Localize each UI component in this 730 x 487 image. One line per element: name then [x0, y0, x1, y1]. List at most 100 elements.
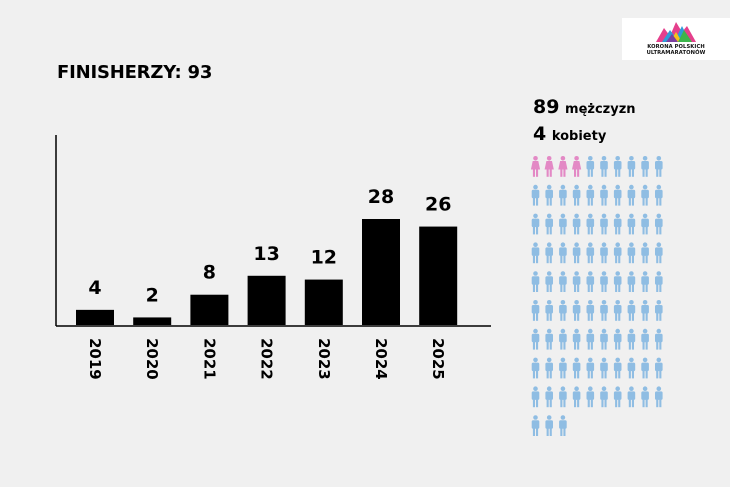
man-icon — [600, 300, 608, 321]
man-icon — [613, 271, 622, 292]
man-icon — [531, 415, 540, 436]
man-icon — [586, 328, 595, 350]
man-icon — [600, 156, 608, 177]
x-tick-label-2021: 2021 — [200, 338, 218, 380]
man-icon — [531, 213, 540, 235]
man-icon — [572, 357, 581, 379]
man-icon — [655, 156, 663, 177]
man-icon — [531, 386, 540, 408]
man-icon — [545, 271, 553, 292]
data-label-2022: 13 — [253, 243, 279, 265]
woman-icon — [530, 156, 541, 177]
man-icon — [545, 357, 553, 379]
man-icon — [641, 300, 649, 321]
man-icon — [559, 300, 567, 321]
man-icon — [627, 328, 636, 350]
man-icon — [531, 184, 540, 206]
man-icon — [641, 271, 649, 292]
data-label-2019: 4 — [88, 277, 101, 299]
man-icon — [600, 242, 608, 264]
woman-icon — [544, 156, 554, 177]
man-icon — [545, 328, 553, 350]
x-tick-label-2025: 2025 — [429, 338, 447, 380]
man-icon — [559, 213, 567, 235]
man-icon — [572, 328, 581, 350]
data-label-2024: 28 — [368, 186, 394, 208]
man-icon — [545, 300, 553, 321]
man-icon — [531, 357, 540, 379]
man-icon — [545, 184, 553, 206]
bar-2024 — [362, 219, 400, 325]
man-icon — [627, 184, 636, 206]
man-icon — [586, 271, 595, 292]
data-label-2025: 26 — [425, 194, 451, 216]
men-label: mężczyzn — [565, 102, 636, 117]
man-icon — [531, 242, 540, 264]
data-label-2020: 2 — [146, 284, 159, 306]
man-icon — [613, 300, 622, 321]
man-icon — [545, 242, 553, 264]
man-icon — [531, 328, 540, 350]
man-icon — [572, 213, 581, 235]
man-icon — [641, 242, 649, 264]
man-icon — [586, 242, 595, 264]
women-count-stat: 4 kobiety — [533, 123, 606, 145]
man-icon — [655, 386, 663, 408]
man-icon — [600, 386, 608, 408]
men-count-stat: 89 mężczyzn — [533, 96, 636, 118]
logo-text-line2: ULTRAMARATONÓW — [646, 50, 706, 56]
x-tick-label-2022: 2022 — [258, 338, 276, 380]
man-icon — [641, 213, 649, 235]
bar-2023 — [304, 279, 343, 325]
man-icon — [586, 156, 595, 177]
man-icon — [655, 184, 663, 206]
bar-2022 — [247, 275, 286, 325]
man-icon — [559, 242, 567, 264]
men-count: 89 — [533, 96, 560, 118]
man-icon — [613, 357, 622, 379]
women-label: kobiety — [551, 129, 607, 144]
man-icon — [641, 156, 649, 177]
man-icon — [641, 357, 649, 379]
man-icon — [545, 213, 553, 235]
bar-2019 — [76, 309, 114, 325]
x-tick-label-2023: 2023 — [315, 338, 333, 380]
woman-icon — [572, 156, 582, 177]
man-icon — [572, 184, 581, 206]
man-icon — [627, 242, 636, 264]
man-icon — [559, 184, 567, 206]
man-icon — [586, 300, 595, 321]
man-icon — [613, 386, 622, 408]
man-icon — [627, 300, 636, 321]
bar-2020 — [133, 317, 172, 325]
man-icon — [600, 357, 608, 379]
man-icon — [600, 271, 608, 292]
man-icon — [641, 328, 649, 350]
man-icon — [545, 415, 553, 436]
man-icon — [600, 328, 608, 350]
man-icon — [613, 156, 622, 177]
man-icon — [600, 213, 608, 235]
man-icon — [559, 357, 567, 379]
man-icon — [572, 271, 581, 292]
x-tick-label-2020: 2020 — [143, 338, 161, 380]
man-icon — [586, 386, 595, 408]
man-icon — [559, 415, 567, 436]
man-icon — [559, 328, 567, 350]
man-icon — [655, 271, 663, 292]
logo: KORONA POLSKICH ULTRAMARATONÓW — [622, 18, 730, 60]
man-icon — [586, 213, 595, 235]
man-icon — [613, 242, 622, 264]
logo-text-line1: KORONA POLSKICH — [647, 44, 705, 50]
man-icon — [627, 386, 636, 408]
mountain-logo-icon — [656, 22, 696, 42]
man-icon — [627, 156, 636, 177]
man-icon — [600, 184, 608, 206]
man-icon — [586, 184, 595, 206]
man-icon — [531, 271, 540, 292]
man-icon — [655, 300, 663, 321]
man-icon — [559, 271, 567, 292]
man-icon — [545, 386, 553, 408]
